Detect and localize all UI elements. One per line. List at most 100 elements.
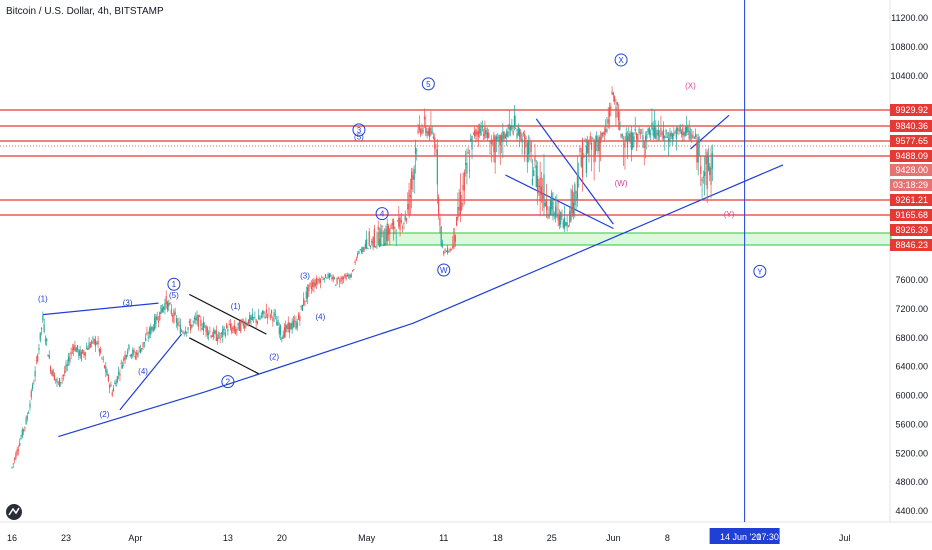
candle-body xyxy=(611,91,613,95)
candle-body xyxy=(13,458,16,461)
price-label-box xyxy=(890,194,932,206)
candle-body xyxy=(128,344,130,350)
wave-label: 4 xyxy=(380,210,385,219)
candle-body xyxy=(139,349,142,354)
candle-body xyxy=(39,332,41,341)
candle-body xyxy=(34,370,36,377)
candle-body xyxy=(614,96,616,102)
wave-label-circle xyxy=(614,53,628,67)
candle-body xyxy=(308,284,310,292)
candle-body xyxy=(677,128,679,131)
candle-body xyxy=(454,235,456,242)
candle-body xyxy=(497,137,499,139)
candle-body xyxy=(579,147,581,153)
candle-body xyxy=(621,134,623,136)
candle-body xyxy=(291,322,293,330)
candle-body xyxy=(529,140,531,142)
candle-body xyxy=(709,166,711,176)
candle-body xyxy=(182,331,184,333)
candle-body xyxy=(305,291,307,299)
candle-body xyxy=(598,137,600,152)
candle-body xyxy=(102,358,104,360)
y-tick-label: 11200.00 xyxy=(891,13,928,23)
candle-body xyxy=(360,249,363,253)
candle-body xyxy=(56,379,58,383)
candle-body xyxy=(35,360,38,361)
candle-body xyxy=(393,220,395,229)
candle-body xyxy=(552,201,554,217)
candle-body xyxy=(255,319,257,324)
candle-body xyxy=(431,131,433,133)
candle-body xyxy=(165,295,167,305)
candle-body xyxy=(594,140,596,155)
candle-body xyxy=(561,216,563,217)
candle-body xyxy=(619,121,621,130)
candle-body xyxy=(47,354,49,357)
candle-body xyxy=(344,274,346,277)
candle-body xyxy=(15,453,17,459)
candle-body xyxy=(488,132,490,139)
candle-body xyxy=(339,280,341,282)
candle-body xyxy=(610,106,612,110)
candle-body xyxy=(188,321,190,323)
candle-body xyxy=(516,133,518,138)
wave-label: (5) xyxy=(169,291,179,300)
x-tick-label: 16 xyxy=(7,533,17,543)
wave-label: (Y) xyxy=(724,210,735,219)
candle-body xyxy=(172,315,174,317)
candle-body xyxy=(93,339,95,344)
candle-body xyxy=(545,200,548,211)
candle-body xyxy=(273,312,275,317)
candle-body xyxy=(475,129,477,137)
candle-body xyxy=(231,327,233,333)
candle-body xyxy=(623,143,625,145)
candle-body xyxy=(69,358,71,363)
y-tick-label: 7200.00 xyxy=(895,304,928,314)
candle-body xyxy=(549,199,552,216)
wave-label: (2) xyxy=(269,352,279,361)
candle-body xyxy=(43,323,45,333)
candle-body xyxy=(78,350,80,356)
candle-body xyxy=(695,133,697,137)
candle-body xyxy=(85,347,88,350)
candle-body xyxy=(98,348,100,353)
candle-body xyxy=(74,344,76,351)
candle-body xyxy=(223,327,225,331)
candle-body xyxy=(17,449,20,451)
candle-body xyxy=(458,206,460,210)
candle-body xyxy=(25,417,27,424)
candle-body xyxy=(430,127,432,135)
candle-body xyxy=(556,208,558,210)
candle-body xyxy=(432,136,435,139)
candle-body xyxy=(692,135,694,137)
candle-body xyxy=(366,239,368,249)
candle-body xyxy=(498,135,500,140)
candle-body xyxy=(19,442,21,446)
wave-label-circle xyxy=(221,375,235,389)
price-axis xyxy=(890,0,932,550)
candle-body xyxy=(336,277,338,284)
candle-body xyxy=(574,184,576,206)
candle-body xyxy=(187,327,189,330)
candle-body xyxy=(58,378,61,387)
candle-body xyxy=(457,206,459,219)
candle-body xyxy=(441,243,444,247)
candle-body xyxy=(666,136,668,138)
x-tick-label: 8 xyxy=(665,533,670,543)
candle-body xyxy=(567,225,570,227)
logo-glyph xyxy=(8,507,20,516)
candle-body xyxy=(24,427,26,428)
candle-body xyxy=(472,132,474,134)
candle-body xyxy=(209,331,211,332)
candle-body xyxy=(585,146,587,173)
candle-body xyxy=(445,251,447,253)
candle-body xyxy=(148,328,151,334)
candle-body xyxy=(426,131,428,136)
candle-body xyxy=(76,345,79,351)
candle-body xyxy=(246,324,248,326)
candle-body xyxy=(279,325,282,335)
candle-body xyxy=(373,228,375,247)
x-tick-label: 20 xyxy=(277,533,287,543)
x-tick-label: Jul xyxy=(839,533,851,543)
